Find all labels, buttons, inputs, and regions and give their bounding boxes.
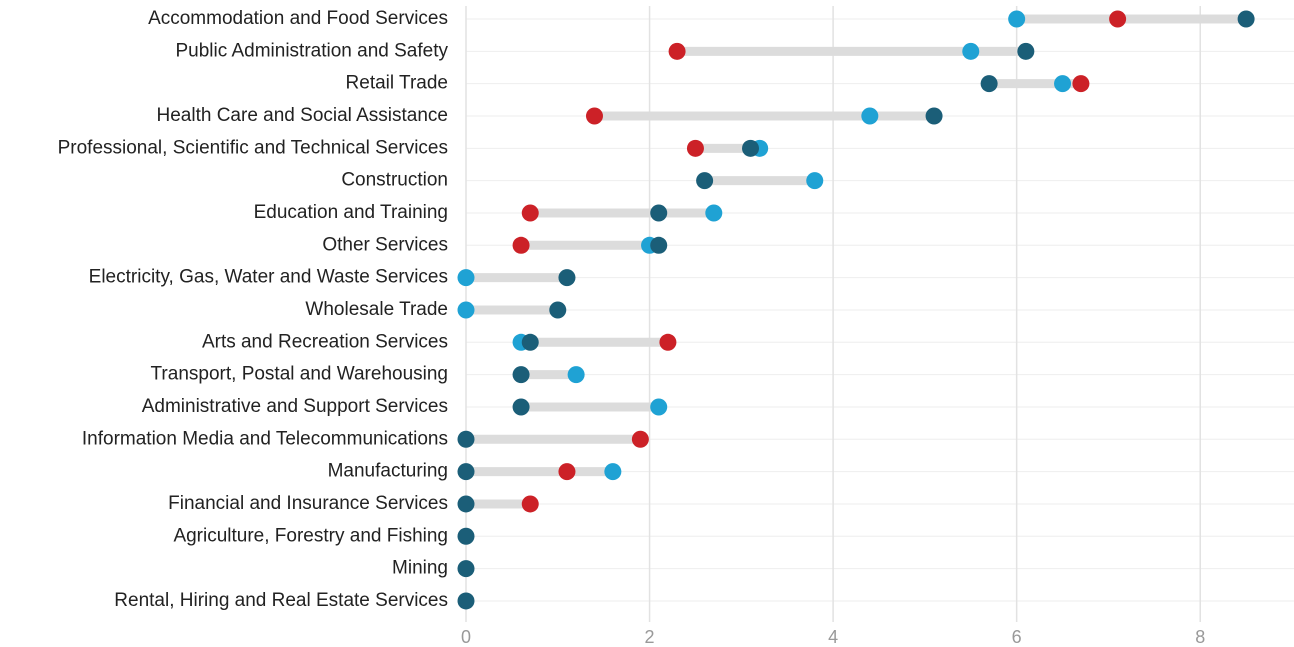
- y-tick-label: Education and Training: [254, 202, 448, 223]
- dot: [686, 139, 704, 157]
- dot: [925, 107, 943, 125]
- y-tick-label: Accommodation and Food Services: [148, 8, 448, 29]
- dot: [549, 301, 567, 319]
- y-tick-label: Arts and Recreation Services: [202, 331, 448, 352]
- y-tick-label: Transport, Postal and Warehousing: [151, 364, 448, 385]
- y-tick-label: Public Administration and Safety: [176, 40, 449, 61]
- y-tick-label: Professional, Scientific and Technical S…: [58, 137, 448, 158]
- dot: [512, 366, 530, 384]
- x-tick-label: 0: [461, 627, 471, 647]
- dot: [631, 430, 649, 448]
- x-tick-label: 8: [1195, 627, 1205, 647]
- dot: [521, 204, 539, 222]
- dot: [650, 204, 668, 222]
- dot: [521, 333, 539, 351]
- dot: [806, 172, 824, 190]
- y-tick-label: Health Care and Social Assistance: [157, 105, 449, 126]
- x-tick-label: 6: [1012, 627, 1022, 647]
- dot: [512, 236, 530, 254]
- dot: [1008, 10, 1026, 28]
- dot: [567, 366, 585, 384]
- dot: [521, 495, 539, 513]
- dot: [457, 592, 475, 610]
- dot: [585, 107, 603, 125]
- dot: [558, 463, 576, 481]
- dot: [457, 269, 475, 287]
- dot: [659, 333, 677, 351]
- y-tick-label: Retail Trade: [346, 73, 448, 94]
- dot: [705, 204, 723, 222]
- dot: [457, 495, 475, 513]
- dot: [457, 527, 475, 545]
- y-tick-label: Mining: [392, 558, 448, 579]
- dot: [604, 463, 622, 481]
- dot: [742, 139, 760, 157]
- y-tick-label: Electricity, Gas, Water and Waste Servic…: [89, 267, 448, 288]
- dot: [457, 560, 475, 578]
- y-tick-label: Administrative and Support Services: [142, 396, 448, 417]
- x-tick-label: 2: [645, 627, 655, 647]
- dot: [1072, 75, 1090, 93]
- dot: [696, 172, 714, 190]
- dot: [1017, 42, 1035, 60]
- y-tick-label: Financial and Insurance Services: [168, 493, 448, 514]
- dot: [512, 398, 530, 416]
- y-tick-label: Agriculture, Forestry and Fishing: [173, 525, 448, 546]
- dot: [558, 269, 576, 287]
- dot: [457, 463, 475, 481]
- y-tick-label: Manufacturing: [328, 461, 448, 482]
- y-tick-label: Wholesale Trade: [305, 299, 448, 320]
- x-tick-label: 4: [828, 627, 838, 647]
- dot: [980, 75, 998, 93]
- dot: [1054, 75, 1072, 93]
- y-tick-label: Construction: [341, 170, 448, 191]
- dot: [861, 107, 879, 125]
- y-tick-label: Other Services: [322, 234, 448, 255]
- dot: [1237, 10, 1255, 28]
- dot: [962, 42, 980, 60]
- dot: [1109, 10, 1127, 28]
- dot: [650, 236, 668, 254]
- y-tick-label: Rental, Hiring and Real Estate Services: [114, 590, 448, 611]
- dot: [650, 398, 668, 416]
- dot: [457, 430, 475, 448]
- y-tick-label: Information Media and Telecommunications: [82, 428, 448, 449]
- dot: [457, 301, 475, 319]
- dot: [668, 42, 686, 60]
